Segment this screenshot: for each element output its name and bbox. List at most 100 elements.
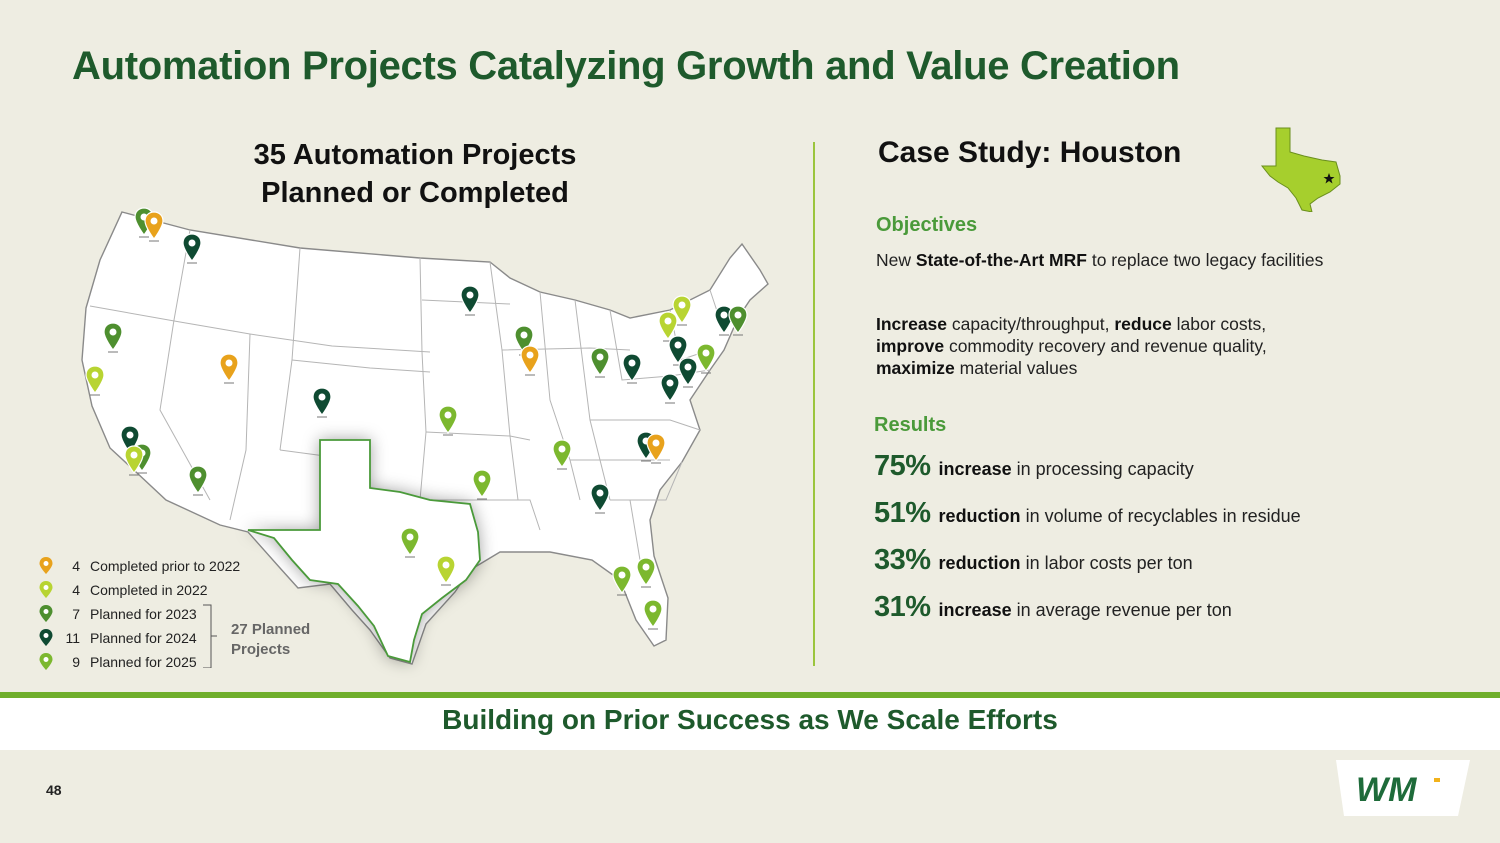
- legend-item-completed-2022: 4 Completed in 2022: [38, 580, 278, 600]
- result-text: in labor costs per ton: [1020, 553, 1193, 573]
- result-pct: 33%: [874, 544, 931, 576]
- legend-count: 4: [72, 558, 80, 574]
- objective-2: Increase capacity/throughput, reduce lab…: [876, 313, 1336, 379]
- map-pin-icon: [472, 469, 492, 500]
- map-pin-icon: [219, 353, 239, 384]
- map-title-line1: 35 Automation Projects: [253, 139, 577, 171]
- map-pin-icon: [590, 347, 610, 378]
- text-bold: Increase: [876, 314, 948, 334]
- result-bold: reduction: [938, 553, 1021, 573]
- map-pin-icon: [714, 305, 734, 336]
- star-icon: [1323, 173, 1335, 184]
- map-pin-icon: [312, 387, 332, 418]
- result-bold: increase: [938, 459, 1012, 479]
- legend-item-completed-prior-2022: 4 Completed prior to 2022: [38, 556, 278, 576]
- map-pin-icon: [188, 465, 208, 496]
- map-pin-icon: [182, 233, 202, 264]
- result-item: 31% increase in average revenue per ton: [874, 591, 1232, 624]
- legend-label: Planned for 2023: [90, 606, 197, 622]
- column-divider: [813, 142, 815, 666]
- text-bold: State-of-the-Art MRF: [915, 250, 1087, 270]
- pin-icon: [39, 581, 53, 598]
- text-bold: maximize: [876, 358, 955, 378]
- legend-count: 11: [65, 630, 80, 646]
- objectives-heading: Objectives: [876, 214, 978, 236]
- planned-line1: 27 Planned: [231, 621, 311, 638]
- page-number: 48: [46, 782, 62, 798]
- texas-icon: [1260, 127, 1341, 212]
- map-pin-icon: [672, 295, 692, 326]
- map-title: 35 Automation Projects Planned or Comple…: [215, 136, 615, 212]
- planned-line2: Projects: [231, 641, 291, 658]
- map-pin-icon: [696, 343, 716, 374]
- legend-item-planned-2025: 9 Planned for 2025: [38, 652, 278, 672]
- planned-projects-label: 27 Planned Projects: [231, 620, 310, 660]
- legend-label: Completed in 2022: [90, 582, 208, 598]
- map-pin-icon: [646, 433, 666, 464]
- text: capacity/throughput,: [947, 314, 1115, 334]
- map-pin-icon: [668, 335, 688, 366]
- state-borders: [89, 229, 739, 561]
- map-pin-icon: [460, 285, 480, 316]
- map-pin-icon: [552, 439, 572, 470]
- legend-item-planned-2023: 7 Planned for 2023: [38, 604, 278, 624]
- result-item: 75% increase in processing capacity: [874, 450, 1194, 483]
- text: New: [876, 250, 916, 270]
- map-pin-icon: [438, 405, 458, 436]
- pin-icon: [39, 653, 53, 670]
- legend-bracket: [203, 604, 217, 668]
- text-bold: improve: [876, 336, 945, 356]
- map-pin-icon: [520, 345, 540, 376]
- legend-label: Planned for 2024: [90, 630, 197, 646]
- map-pin-icon: [728, 305, 748, 336]
- map-pin-icon: [144, 211, 164, 242]
- result-pct: 51%: [874, 497, 931, 529]
- result-pct: 75%: [874, 450, 931, 482]
- result-item: 51% reduction in volume of recyclables in…: [874, 497, 1301, 530]
- map-legend: 4 Completed prior to 2022 4 Completed in…: [38, 556, 338, 674]
- map-pin-icon: [590, 483, 610, 514]
- result-item: 33% reduction in labor costs per ton: [874, 544, 1193, 577]
- result-text: in average revenue per ton: [1011, 600, 1232, 620]
- results-heading: Results: [874, 414, 947, 436]
- result-bold: increase: [938, 600, 1012, 620]
- footer-accent-line: [0, 692, 1500, 698]
- footer-tagline: Building on Prior Success as We Scale Ef…: [442, 704, 1058, 735]
- pin-icon: [39, 557, 53, 574]
- pin-icon: [39, 629, 53, 646]
- texas-highlight: [247, 439, 481, 664]
- text: commodity recovery and revenue quality,: [944, 336, 1267, 356]
- result-text: in processing capacity: [1011, 459, 1194, 479]
- map-pin-icon: [85, 365, 105, 396]
- logo-text: WM: [1356, 771, 1417, 809]
- legend-label: Completed prior to 2022: [90, 558, 241, 574]
- map-pins: [85, 207, 748, 630]
- map-pin-icon: [660, 373, 680, 404]
- footer-band: [0, 698, 1500, 750]
- map-pin-icon: [636, 557, 656, 588]
- legend-label: Planned for 2025: [90, 654, 197, 670]
- map-title-line2: Planned or Completed: [261, 177, 569, 209]
- map-pin-icon: [103, 322, 123, 353]
- page-title: Automation Projects Catalyzing Growth an…: [72, 44, 1180, 88]
- legend-count: 4: [72, 582, 80, 598]
- map-pin-icon: [643, 599, 663, 630]
- result-text: in volume of recyclables in residue: [1020, 506, 1301, 526]
- legend-item-planned-2024: 11 Planned for 2024: [38, 628, 278, 648]
- map-pin-icon: [622, 353, 642, 384]
- text: labor costs,: [1171, 314, 1267, 334]
- map-pin-icon: [400, 527, 420, 558]
- legend-count: 9: [72, 654, 80, 670]
- map-pin-icon: [612, 565, 632, 596]
- text: material values: [954, 358, 1078, 378]
- text-bold: reduce: [1114, 314, 1172, 334]
- map-pin-icon: [124, 445, 144, 476]
- case-study-title: Case Study: Houston: [878, 136, 1182, 169]
- text: to replace two legacy facilities: [1086, 250, 1324, 270]
- us-map: [81, 207, 769, 665]
- objective-1: New State-of-the-Art MRF to replace two …: [876, 249, 1336, 271]
- result-pct: 31%: [874, 591, 931, 623]
- pin-icon: [39, 605, 53, 622]
- wm-logo: WM: [1336, 760, 1470, 816]
- map-pin-icon: [436, 555, 456, 586]
